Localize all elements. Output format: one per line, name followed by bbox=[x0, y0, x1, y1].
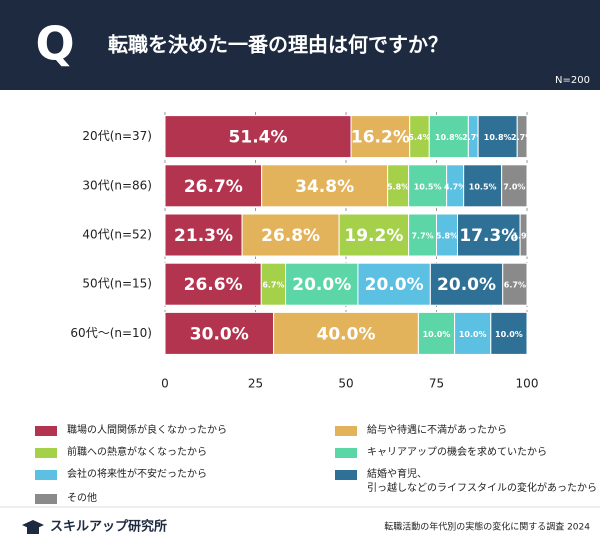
x-tick-label: 50 bbox=[338, 377, 353, 391]
data-label: 6.7% bbox=[262, 281, 284, 290]
data-label: 21.3% bbox=[174, 226, 233, 246]
data-label: 51.4% bbox=[229, 128, 288, 148]
x-tick-label: 75 bbox=[429, 377, 444, 391]
legend-swatch bbox=[335, 448, 357, 458]
bar-segment bbox=[350, 115, 411, 159]
bar-segment bbox=[454, 311, 492, 355]
bar-segment bbox=[501, 164, 528, 208]
legend-label: その他 bbox=[67, 493, 97, 504]
brand-icon bbox=[22, 520, 44, 534]
bar-segment bbox=[428, 115, 469, 159]
data-label: 30.0% bbox=[190, 324, 249, 344]
x-tick-label: 100 bbox=[516, 377, 539, 391]
note: N=200 bbox=[555, 75, 590, 86]
data-label: 1.9% bbox=[512, 232, 534, 241]
bar-segment bbox=[164, 262, 262, 306]
y-tick-label: 40代(n=52) bbox=[82, 228, 152, 242]
data-label: 40.0% bbox=[317, 324, 376, 344]
y-tick-label: 30代(n=86) bbox=[82, 178, 152, 192]
data-label: 2.7% bbox=[511, 133, 533, 142]
legend-swatch bbox=[35, 494, 57, 504]
y-tick-label: 20代(n=37) bbox=[82, 129, 152, 143]
bar-segment bbox=[463, 164, 503, 208]
data-label: 10.5% bbox=[469, 182, 497, 191]
legend-item: 会社の将来性が不安だったから bbox=[35, 468, 207, 482]
bar-segment bbox=[357, 262, 431, 306]
legend-item: その他 bbox=[35, 492, 97, 506]
data-label: 34.8% bbox=[295, 177, 354, 197]
data-label: 19.2% bbox=[344, 226, 403, 246]
bar-segment bbox=[408, 164, 448, 208]
bar-segment bbox=[429, 262, 504, 306]
legend-swatch bbox=[335, 426, 357, 436]
bar-segment bbox=[338, 213, 410, 257]
legend-label: 会社の将来性が不安だったから bbox=[67, 469, 207, 480]
data-label: 10.0% bbox=[459, 330, 487, 339]
bar-segment bbox=[241, 213, 340, 257]
data-label: 26.7% bbox=[184, 177, 243, 197]
y-tick-label: 60代〜(n=10) bbox=[70, 326, 152, 340]
bar-segment bbox=[285, 262, 359, 306]
legend-label: 給与や待遇に不満があったから bbox=[367, 425, 507, 436]
data-label: 6.7% bbox=[504, 281, 526, 290]
brand: スキルアップ研究所 bbox=[50, 519, 167, 535]
legend-item: キャリアアップの機会を求めていたから bbox=[335, 446, 547, 460]
source: 転職活動の年代別の実態の変化に関する調査 2024 bbox=[384, 521, 590, 533]
bar-segment bbox=[164, 311, 275, 355]
x-tick-label: 25 bbox=[248, 377, 263, 391]
data-label: 5.4% bbox=[408, 133, 430, 142]
legend-label: 職場の人間関係が良くなかったから bbox=[67, 425, 227, 436]
legend-swatch bbox=[335, 470, 357, 480]
data-label: 5.8% bbox=[436, 232, 458, 241]
data-label: 4.7% bbox=[444, 182, 466, 191]
data-label: 20.0% bbox=[437, 275, 496, 295]
bar-segment bbox=[519, 213, 528, 257]
bar-segment bbox=[273, 311, 419, 355]
x-tick-label: 0 bbox=[161, 377, 169, 391]
data-label: 7.7% bbox=[411, 232, 433, 241]
legend-label: 前職への熱意がなくなったから bbox=[67, 447, 207, 458]
legend-swatch bbox=[35, 426, 57, 436]
header-badge: Q bbox=[35, 17, 74, 71]
legend-item: 結婚や育児、 引っ越しなどのライフスタイルの変化があったから bbox=[335, 468, 597, 496]
data-label: 10.0% bbox=[423, 330, 451, 339]
data-label: 17.3% bbox=[459, 226, 518, 246]
bar-segment bbox=[516, 115, 528, 159]
bar-segment bbox=[502, 262, 528, 306]
y-tick-label: 50代(n=15) bbox=[82, 277, 152, 291]
legend-label: キャリアアップの機会を求めていたから bbox=[367, 447, 547, 458]
data-label: 2.7% bbox=[462, 133, 484, 142]
header-band bbox=[0, 0, 600, 90]
data-label: 20.0% bbox=[292, 275, 351, 295]
data-label: 16.2% bbox=[351, 128, 410, 148]
data-label: 10.5% bbox=[414, 182, 442, 191]
legend-item: 給与や待遇に不満があったから bbox=[335, 424, 507, 438]
data-label: 10.0% bbox=[495, 330, 523, 339]
data-label: 26.8% bbox=[261, 226, 320, 246]
data-label: 5.8% bbox=[387, 182, 409, 191]
legend-swatch bbox=[35, 448, 57, 458]
data-label: 10.8% bbox=[484, 133, 512, 142]
bar-segment bbox=[456, 213, 521, 257]
chart-title: 転職を決めた一番の理由は何ですか？ bbox=[108, 33, 448, 57]
data-label: 7.0% bbox=[503, 182, 525, 191]
data-label: 26.6% bbox=[184, 275, 243, 295]
bar-segment bbox=[417, 311, 456, 355]
data-label: 10.8% bbox=[435, 133, 463, 142]
bar-segment bbox=[490, 311, 528, 355]
legend-item: 職場の人間関係が良くなかったから bbox=[35, 424, 227, 438]
data-label: 20.0% bbox=[365, 275, 424, 295]
legend-label: 結婚や育児、 引っ越しなどのライフスタイルの変化があったから bbox=[367, 469, 597, 494]
legend-swatch bbox=[35, 470, 57, 480]
legend-item: 前職への熱意がなくなったから bbox=[35, 446, 207, 460]
